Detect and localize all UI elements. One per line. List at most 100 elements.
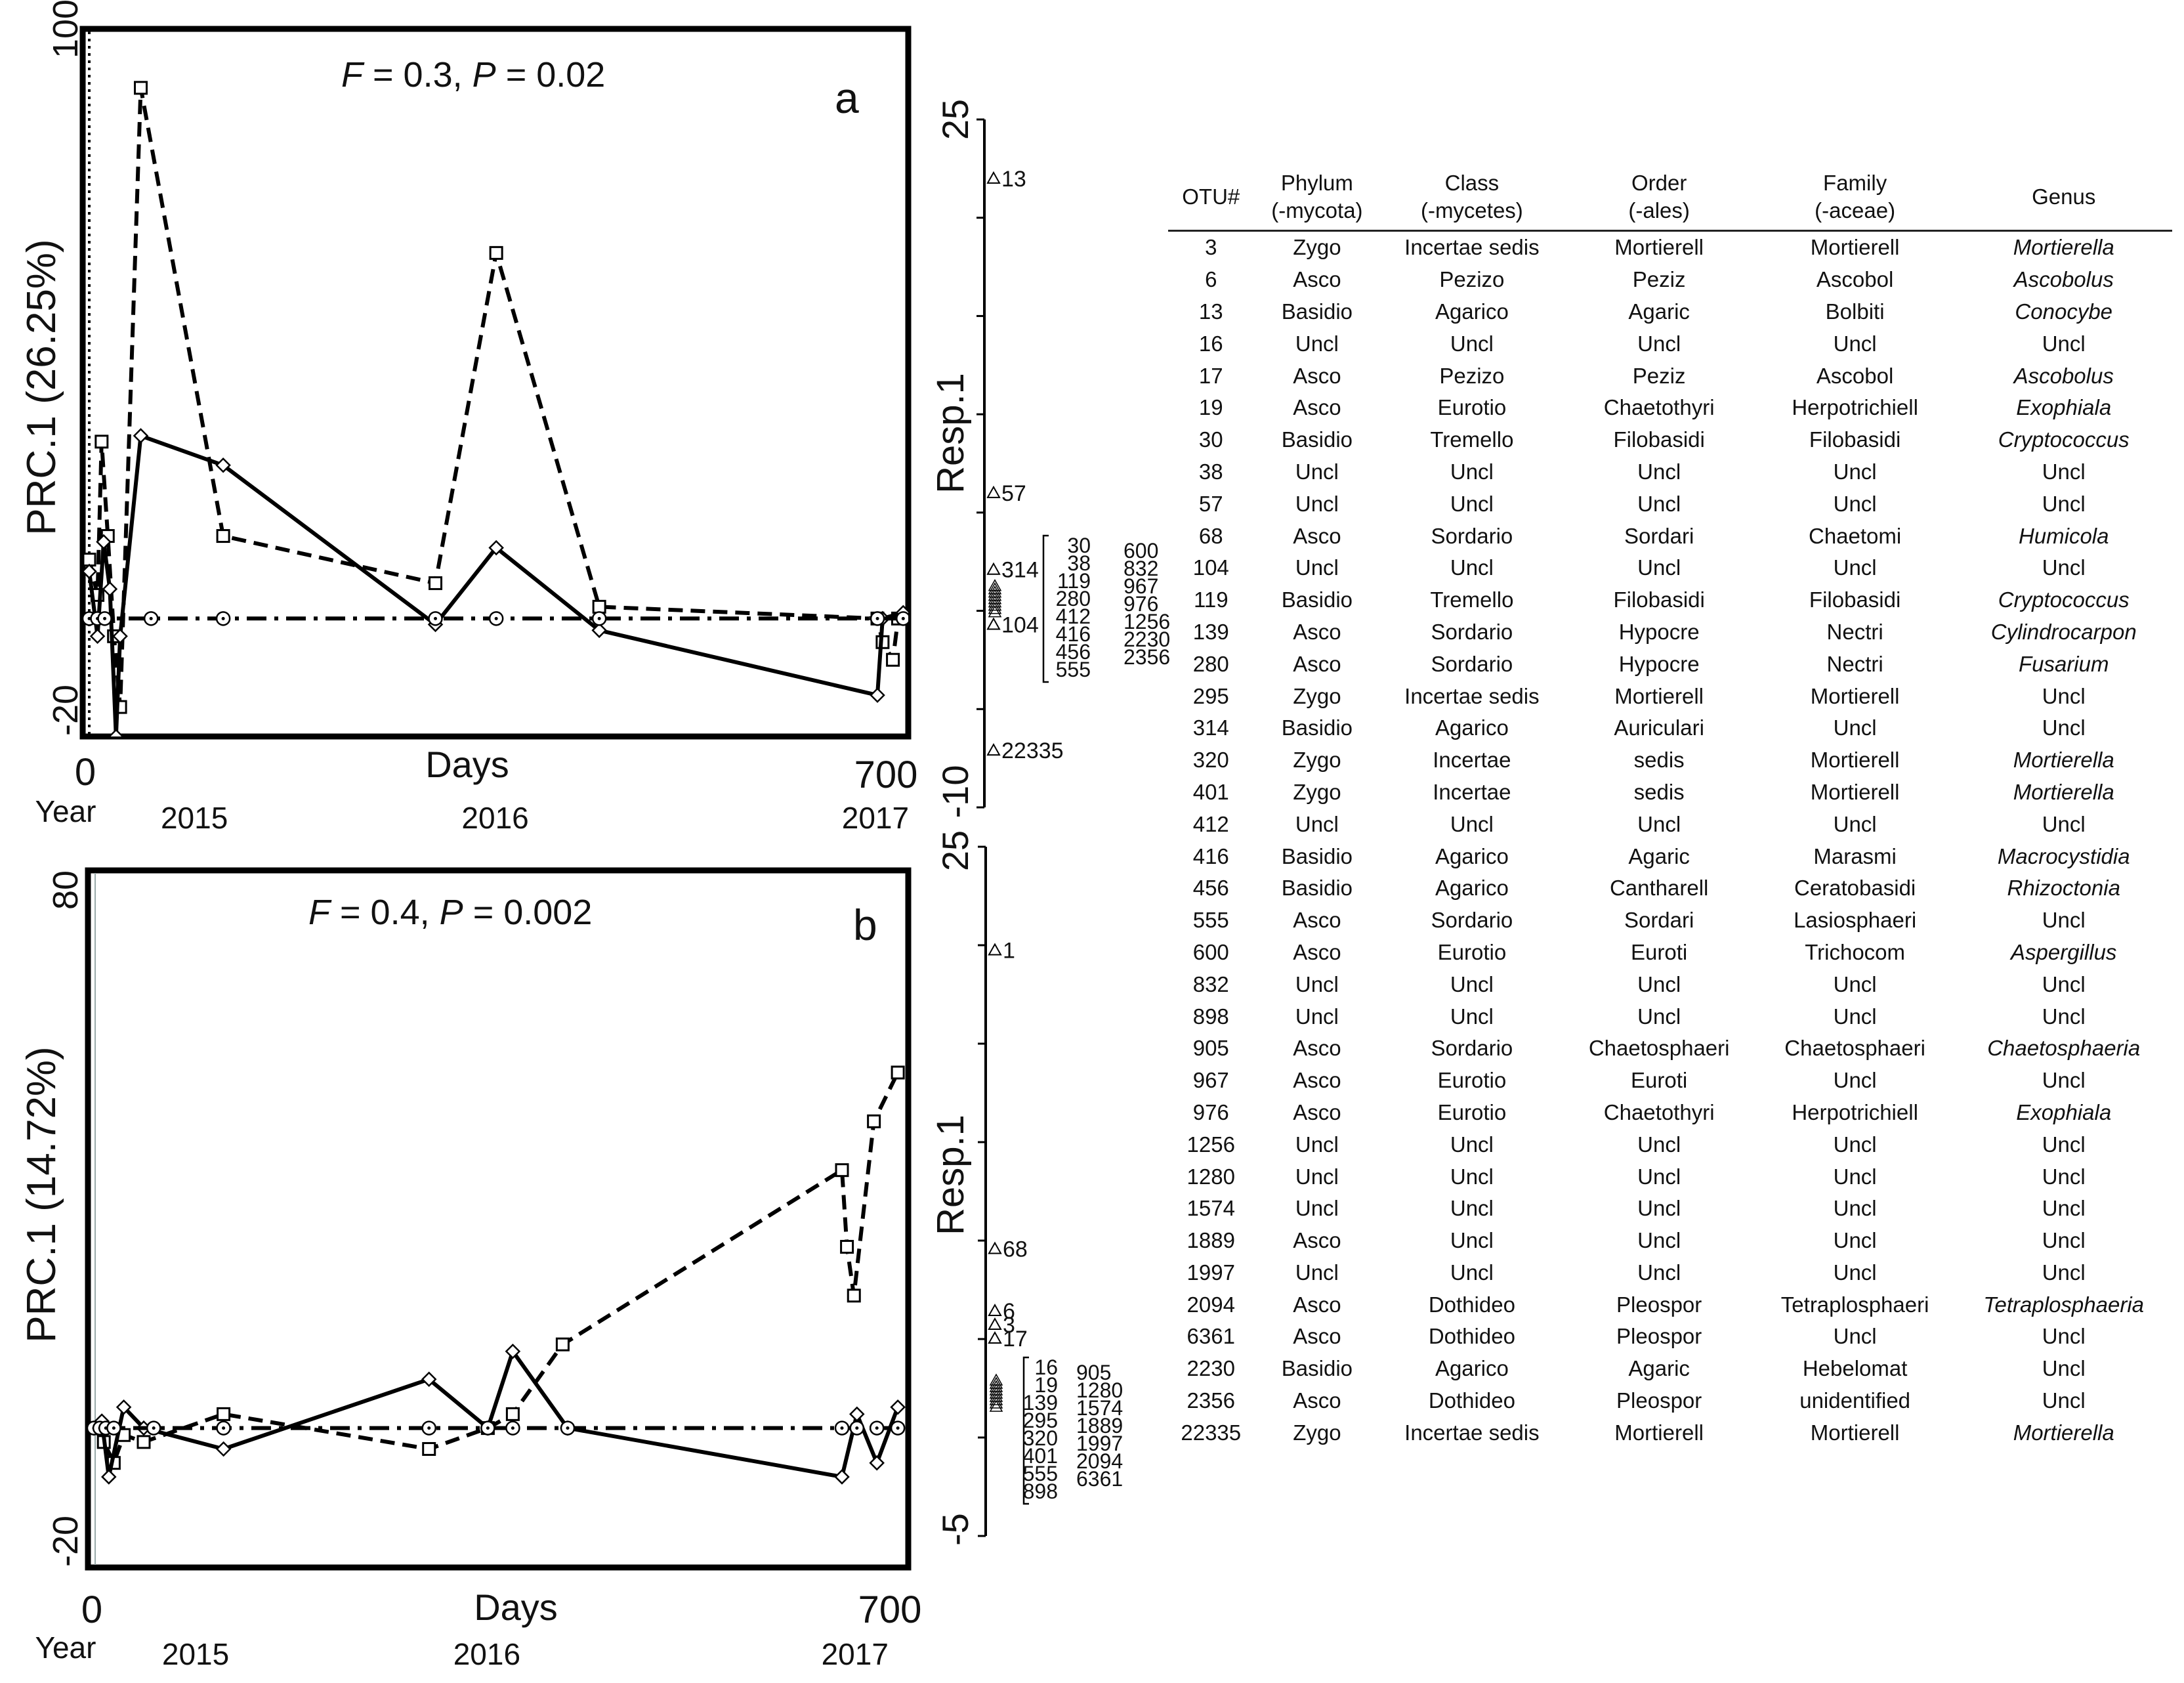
table-header-label: Genus xyxy=(2032,184,2096,209)
table-cell: Uncl xyxy=(1637,1228,1681,1253)
table-header-cell: Genus xyxy=(1955,164,2172,232)
table-cell: 1256 xyxy=(1186,1132,1235,1157)
table-cell: Chaetosphaeri xyxy=(1784,1036,1925,1061)
table-cell: 320 xyxy=(1192,748,1229,773)
panel-b-cluster-id-2094: 2094 xyxy=(1076,1449,1123,1473)
panel-b-cluster-id-905: 905 xyxy=(1076,1361,1111,1384)
table-cell: Ascobolus xyxy=(2013,363,2114,388)
table-cell: Peziz xyxy=(1632,267,1686,292)
table-cell: Sordario xyxy=(1431,1036,1513,1061)
panel-b-species-label-1: 1 xyxy=(1003,939,1015,964)
panel-b-stat-annotation: F = 0.4, P = 0.002 xyxy=(308,893,592,932)
table-cell: Uncl xyxy=(1637,1132,1681,1157)
table-cell: 1280 xyxy=(1186,1164,1235,1189)
table-cell: 1889 xyxy=(1186,1228,1235,1253)
panel-a-point-diamond xyxy=(133,428,149,444)
panel-a-year-2017: 2017 xyxy=(842,801,909,835)
table-cell: Asco xyxy=(1293,651,1341,676)
table-cell: Asco xyxy=(1293,1099,1341,1124)
panel-b-frame xyxy=(85,867,912,1571)
table-cell: Ascobol xyxy=(1816,363,1894,388)
table-cell: Incertae sedis xyxy=(1404,1420,1540,1445)
table-header-cell: Class (-mycetes) xyxy=(1380,164,1564,232)
panel-a-cluster-id-967: 967 xyxy=(1124,574,1158,598)
panel-b-point-diamond xyxy=(890,1399,906,1415)
panel-b-species-axis: 25 -5 Resp.1 1 68 631716191392953204015558… xyxy=(929,830,1123,1546)
panel-a-species-marker-13 xyxy=(986,171,1001,184)
panel-a-years: 2015 2016 2017 xyxy=(161,801,909,835)
table-cell: Exophiala xyxy=(2016,1099,2112,1124)
table-cell: Pezizo xyxy=(1439,267,1505,292)
panel-a-species-cluster-marker xyxy=(988,599,1002,611)
table-cell: Filobasidi xyxy=(1613,587,1705,612)
table-cell: Agarico xyxy=(1435,1356,1509,1381)
table-cell: Hypocre xyxy=(1618,619,1700,644)
panel-b-point-square xyxy=(891,1065,905,1080)
table-cell: Uncl xyxy=(1295,331,1339,356)
panel-a-point-square xyxy=(429,576,443,590)
table-cell: Pleospor xyxy=(1616,1324,1702,1349)
panel-b-ylabel: PRC.1 (14.72%) xyxy=(19,1046,64,1342)
table-row: 320 Zygo Incertae sedis Mortierell Mortierell… xyxy=(1168,744,2172,777)
table-row: 2094 Asco Dothideo Pleospor Tetraplosphaeri T… xyxy=(1168,1289,2172,1321)
panel-b-species-label-17: 17 xyxy=(1003,1327,1028,1352)
table-cell: 976 xyxy=(1192,1099,1229,1124)
table-cell: Cylindrocarpon xyxy=(1990,619,2137,644)
table-cell: Uncl xyxy=(1637,1004,1681,1029)
table-cell: Uncl xyxy=(1450,459,1494,484)
table-cell: Humicola xyxy=(2018,523,2109,548)
panel-a-frame xyxy=(79,26,912,740)
table-cell: Pleospor xyxy=(1616,1388,1702,1413)
table-cell: Uncl xyxy=(1833,1228,1877,1253)
table-cell: Filobasidi xyxy=(1613,427,1705,452)
panel-b-year-2015: 2015 xyxy=(162,1637,229,1671)
panel-a-series-solid-diamond xyxy=(87,433,908,736)
panel-b-point-circle-center xyxy=(511,1426,514,1430)
table-row: 139 Asco Sordario Hypocre Nectri Cylindrocarp… xyxy=(1168,616,2172,649)
panel-b-point-square xyxy=(867,1114,881,1128)
table-cell: Uncl xyxy=(2042,331,2086,356)
panel-a-species-ytick-bottom: -10 xyxy=(934,765,976,819)
table-cell: 57 xyxy=(1198,491,1223,516)
panel-b-cluster-id-401: 401 xyxy=(1023,1444,1058,1468)
table-cell: Uncl xyxy=(1833,555,1877,580)
table-cell: Uncl xyxy=(1450,491,1494,516)
panel-b-cluster-id-320: 320 xyxy=(1023,1426,1058,1450)
table-cell: Uncl xyxy=(2042,1356,2086,1381)
table-cell: Uncl xyxy=(2042,1132,2086,1157)
panel-b-point-diamond xyxy=(869,1455,885,1471)
table-cell: Exophiala xyxy=(2016,395,2112,420)
table-header-cell: Family (-aceae) xyxy=(1754,164,1956,232)
table-header-cell: Phylum (-mycota) xyxy=(1253,164,1381,232)
panel-b-point-circle-center xyxy=(486,1426,490,1430)
table-row: 898 Uncl Uncl Uncl Uncl Uncl xyxy=(1168,1000,2172,1033)
table-cell: Uncl xyxy=(1637,331,1681,356)
table-header-sublabel: (-ales) xyxy=(1628,198,1690,223)
panel-b-species-ytick-bottom: -5 xyxy=(934,1513,976,1546)
table-cell: Uncl xyxy=(2042,1196,2086,1221)
table-cell: Uncl xyxy=(1833,1196,1877,1221)
table-row: 280 Asco Sordario Hypocre Nectri Fusarium xyxy=(1168,648,2172,680)
table-cell: 2094 xyxy=(1186,1292,1235,1317)
panel-a-point-square xyxy=(216,529,230,543)
table-row: 38 Uncl Uncl Uncl Uncl Uncl xyxy=(1168,456,2172,488)
table-cell: 2356 xyxy=(1186,1388,1235,1413)
panel-b-xlabel: Days xyxy=(474,1587,558,1628)
panel-b-point-diamond xyxy=(421,1371,437,1388)
panel-a-point-diamond xyxy=(938,624,951,637)
panel-a-point-circle-center xyxy=(494,616,498,620)
table-cell: Uncl xyxy=(1295,459,1339,484)
panel-b-species-marker-6 xyxy=(988,1303,1002,1316)
table-row: 555 Asco Sordario Sordari Lasiosphaeri Uncl xyxy=(1168,905,2172,937)
table-header-cell: OTU# xyxy=(1168,164,1254,232)
panel-a-xtick-0: 0 xyxy=(75,751,96,794)
table-cell: Chaetosphaeria xyxy=(1987,1036,2141,1061)
panel-b-point-square xyxy=(422,1441,436,1456)
panel-b-point-square xyxy=(835,1163,849,1178)
table-cell: Bolbiti xyxy=(1825,299,1885,324)
table-cell: Asco xyxy=(1293,1388,1341,1413)
panel-a-point-diamond xyxy=(112,628,128,645)
table-row: 456 Basidio Agarico Cantharell Ceratobasidi R… xyxy=(1168,872,2172,905)
table-cell: Asco xyxy=(1293,939,1341,964)
